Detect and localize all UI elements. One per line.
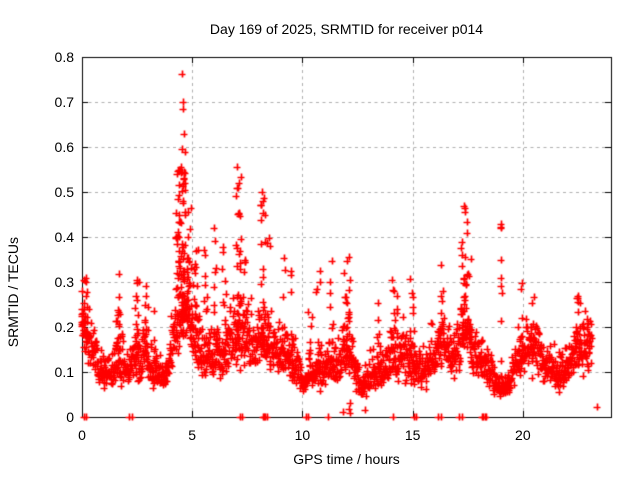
y-tick-label: 0.1 — [54, 364, 74, 380]
y-tick-label: 0.3 — [54, 274, 74, 290]
y-tick-label: 0.2 — [54, 319, 74, 335]
x-axis-label: GPS time / hours — [293, 451, 400, 467]
x-tick-label: 15 — [404, 427, 421, 443]
x-tick-label: 5 — [188, 427, 197, 443]
x-tick-label: 20 — [515, 427, 531, 443]
y-tick-label: 0.4 — [54, 229, 74, 245]
y-tick-label: 0.7 — [54, 94, 74, 110]
x-tick-label: 10 — [294, 427, 311, 443]
y-tick-label: 0.8 — [54, 49, 74, 65]
y-tick-label: 0.6 — [54, 139, 74, 155]
y-tick-label: 0 — [66, 409, 74, 425]
x-tick-label: 0 — [78, 427, 86, 443]
y-axis-label-text: SRMTID / TECUs — [5, 236, 21, 348]
chart-title: Day 169 of 2025, SRMTID for receiver p01… — [209, 21, 484, 37]
y-tick-label: 0.5 — [54, 184, 74, 200]
